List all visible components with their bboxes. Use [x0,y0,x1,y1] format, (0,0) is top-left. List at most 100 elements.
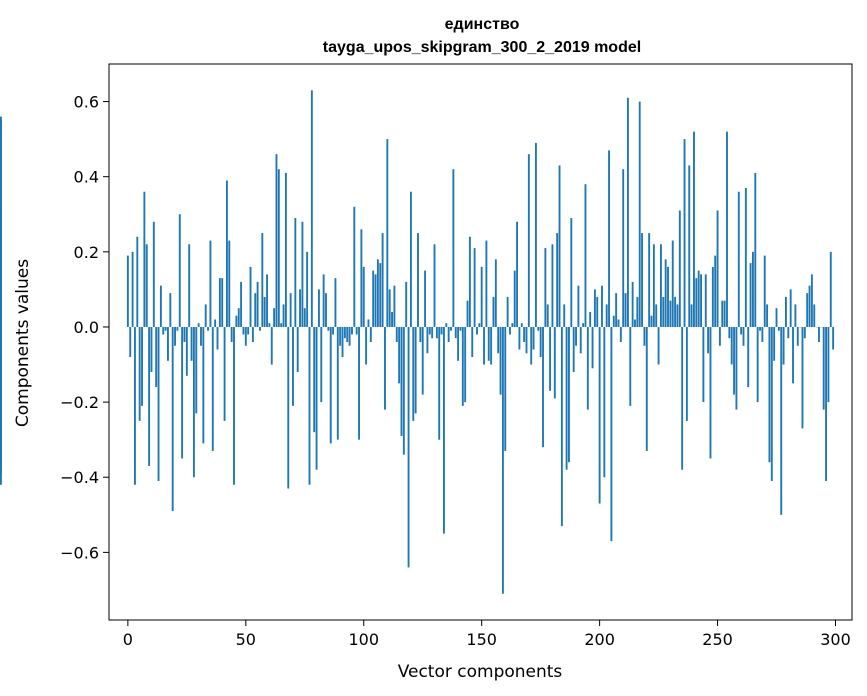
y-tick-label: −0.2 [60,393,99,412]
bar-99 [360,229,363,327]
bar-242 [697,270,700,327]
bar-299 [832,326,835,350]
bar-undefined [0,116,2,327]
bar-188 [570,218,573,327]
bar-178 [546,304,549,327]
bar-290 [810,274,813,327]
bar-243 [700,274,702,327]
bar-18 [169,293,172,327]
plot-frame [108,63,853,621]
bar-191 [577,285,580,327]
bar-198 [593,289,596,327]
bar-12 [155,326,158,388]
bar-24 [183,326,186,342]
bar-98 [358,326,360,440]
bar-51 [247,326,250,335]
bar-219 [643,326,646,346]
bar-97 [355,326,358,335]
bar-262 [744,187,747,327]
bar-127 [426,326,429,354]
bar-208 [617,319,620,327]
x-tick-label: 50 [236,630,256,649]
bar-133 [440,326,443,335]
y-axis-ticks: −0.6 −0.4 −0.2 0.0 0.2 0.4 0.6 [60,93,109,562]
bar-286 [801,326,804,429]
bar-63 [275,154,278,327]
bar-255 [728,326,731,339]
bar-186 [565,326,568,470]
bar-246 [707,326,710,354]
bar-17 [167,326,169,361]
bar-275 [775,308,778,327]
bar-289 [808,285,811,327]
bar-100 [362,266,365,327]
bar-265 [751,251,754,327]
bar-197 [591,326,594,369]
bar-83 [322,274,325,327]
bar-46 [235,315,238,327]
bar-149 [478,323,481,327]
bar-116 [400,326,403,436]
bar-228 [664,259,667,327]
bar-75 [303,308,306,327]
bar-21 [176,326,179,331]
bar-22 [178,214,181,327]
bar-180 [551,244,554,327]
bar-29 [195,326,198,414]
bar-234 [678,210,681,327]
bar-113 [393,285,396,327]
bar-88 [334,278,337,327]
bar-207 [615,293,618,327]
x-tick-label: 150 [466,630,497,649]
bar-172 [532,326,535,350]
bar-111 [388,289,391,327]
bar-226 [659,244,662,327]
bar-252 [721,300,724,327]
bar-274 [773,326,776,361]
y-tick-label: 0.4 [74,168,99,187]
bar-60 [268,323,271,327]
bar-279 [785,296,787,327]
bar-231 [671,240,674,327]
bar-216 [636,296,639,327]
bar-280 [787,326,790,339]
bar-90 [339,326,342,346]
bar-89 [336,326,339,440]
bar-195 [586,326,589,410]
bar-250 [716,210,719,327]
bar-5 [138,326,141,421]
bar-72 [296,326,299,373]
bar-45 [233,326,235,485]
x-tick-label: 300 [820,630,851,649]
bar-82 [320,326,323,403]
bar-50 [244,326,247,346]
bar-105 [374,274,377,327]
bar-212 [626,97,629,327]
bar-268 [759,326,761,331]
bar-142 [461,326,464,406]
bar-264 [749,263,752,327]
bar-69 [289,293,292,327]
bar-293 [818,326,820,342]
y-tick-label: 0.2 [74,243,99,262]
bar-297 [827,326,830,403]
bar-206 [612,315,615,327]
bar-3 [134,326,136,485]
y-axis-label: Components values [13,259,33,427]
bar-62 [273,308,276,327]
bar-6 [141,326,143,406]
bar-136 [447,326,450,342]
bar-84 [325,293,327,327]
bar-1 [129,326,132,358]
bar-85 [327,326,330,331]
bar-80 [315,326,318,470]
bar-241 [695,278,698,327]
bar-240 [693,131,695,327]
bar-135 [445,323,448,327]
bar-166 [518,326,521,350]
bar-96 [353,206,356,327]
y-tick-label: −0.4 [60,468,99,487]
bar-131 [435,326,438,339]
bar-249 [714,255,717,327]
